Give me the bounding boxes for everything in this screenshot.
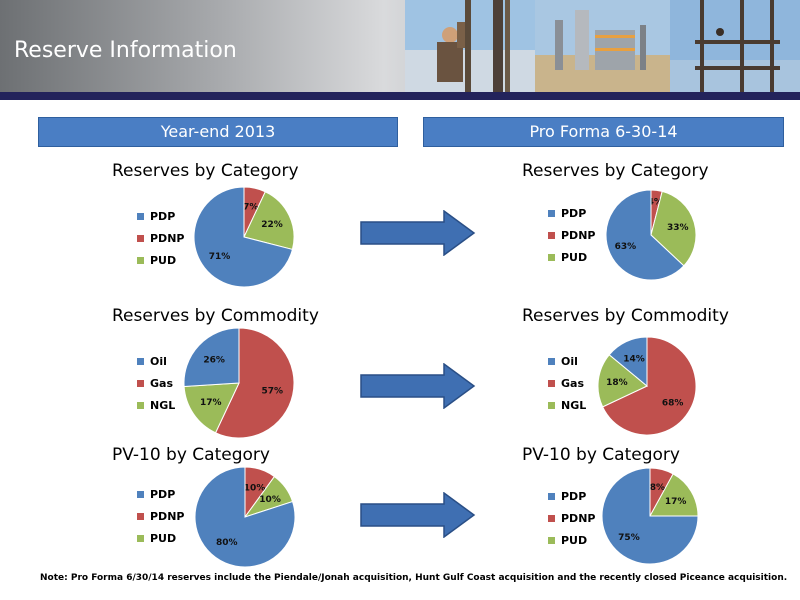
chart-legend: PDP PDNP PUD — [548, 485, 595, 551]
pie-slice-pdp — [601, 467, 699, 565]
pie-data-label: 4% — [648, 198, 663, 208]
pie-data-label: 7% — [243, 203, 258, 213]
pie-data-label: 75% — [618, 533, 640, 543]
legend-item: PUD — [137, 249, 184, 271]
chart-title: Reserves by Commodity — [112, 306, 319, 326]
legend-item: Oil — [548, 350, 586, 372]
pie-data-label: 10% — [259, 495, 281, 505]
oil-rig-worker-photo — [405, 0, 535, 92]
legend-item: NGL — [548, 394, 586, 416]
pie-data-label: 10% — [244, 484, 266, 494]
pie-data-label: 68% — [662, 398, 684, 408]
pie-chart-reserves-category-2013: 7%22% 71% — [193, 186, 295, 288]
pie-data-label: 57% — [262, 386, 284, 396]
chart-legend: Oil Gas NGL — [548, 350, 586, 416]
drilling-tower-photo — [670, 0, 800, 92]
legend-item: PDNP — [548, 224, 595, 246]
pie-slice-pdp — [605, 189, 685, 281]
legend-item: PDNP — [137, 505, 184, 527]
legend-item: Oil — [137, 350, 175, 372]
chart-title: Reserves by Category — [112, 161, 299, 181]
header: Reserve Information — [0, 0, 800, 100]
legend-item: PUD — [137, 527, 184, 549]
pie-data-label: 63% — [615, 242, 637, 252]
year-end-2013-banner: Year-end 2013 — [38, 117, 398, 147]
pie-data-label: 8% — [650, 483, 665, 493]
pie-slice-ngl — [183, 382, 240, 434]
pie-chart-pv10-category-proforma: 8%17% 75% — [601, 467, 699, 565]
pie-data-label: 71% — [209, 252, 231, 262]
page-title: Reserve Information — [14, 38, 237, 63]
legend-item: PUD — [548, 529, 595, 551]
pie-slice-pud — [649, 473, 699, 517]
chart-legend: PDP PDNP PUD — [548, 202, 595, 268]
chart-title: Reserves by Category — [522, 161, 709, 181]
pie-data-label: 26% — [203, 356, 225, 366]
chart-legend: PDP PDNP PUD — [137, 205, 184, 271]
pie-chart-reserves-category-proforma: 4% 33% 63% — [605, 189, 697, 281]
pie-data-label: 80% — [216, 538, 238, 548]
pie-data-label: 17% — [200, 398, 222, 408]
pie-slice-pdp — [194, 466, 296, 568]
right-arrow-icon — [360, 363, 476, 409]
pie-chart-reserves-commodity-2013: 57% 17% 26% — [183, 327, 295, 439]
pie-data-label: 17% — [665, 497, 687, 507]
pie-data-label: 33% — [667, 223, 689, 233]
legend-item: PDP — [137, 483, 184, 505]
pie-slice-pud — [243, 191, 295, 251]
legend-item: Gas — [548, 372, 586, 394]
pie-slice-gas — [214, 327, 295, 439]
right-arrow-icon — [360, 492, 476, 538]
pie-slice-pud — [650, 190, 697, 267]
pie-slice-pdp — [193, 186, 294, 288]
header-divider — [0, 92, 800, 100]
pie-slice-gas — [601, 336, 697, 436]
legend-item: PDP — [137, 205, 184, 227]
chart-title: PV-10 by Category — [522, 445, 680, 465]
refinery-photo — [535, 0, 670, 92]
footnote: Note: Pro Forma 6/30/14 reserves include… — [40, 573, 788, 583]
chart-title: Reserves by Commodity — [522, 306, 729, 326]
legend-item: PDP — [548, 202, 595, 224]
legend-item: PDNP — [548, 507, 595, 529]
pie-data-label: 18% — [606, 378, 628, 388]
legend-item: PDP — [548, 485, 595, 507]
chart-legend: PDP PDNP PUD — [137, 483, 184, 549]
pie-slice-oil — [183, 327, 240, 387]
pie-data-label: 22% — [261, 220, 283, 230]
right-arrow-icon — [360, 210, 476, 256]
chart-title: PV-10 by Category — [112, 445, 270, 465]
pie-slice-oil — [608, 336, 648, 388]
legend-item: Gas — [137, 372, 175, 394]
legend-item: PDNP — [137, 227, 184, 249]
legend-item: PUD — [548, 246, 595, 268]
chart-legend: Oil Gas NGL — [137, 350, 175, 416]
legend-item: NGL — [137, 394, 175, 416]
pie-chart-pv10-category-2013: 10%10% 80% — [194, 466, 296, 568]
pro-forma-banner: Pro Forma 6-30-14 — [423, 117, 784, 147]
pie-slice-ngl — [597, 354, 648, 408]
pie-chart-reserves-commodity-proforma: 68% 18% 14% — [597, 336, 697, 436]
pie-data-label: 14% — [623, 355, 645, 365]
